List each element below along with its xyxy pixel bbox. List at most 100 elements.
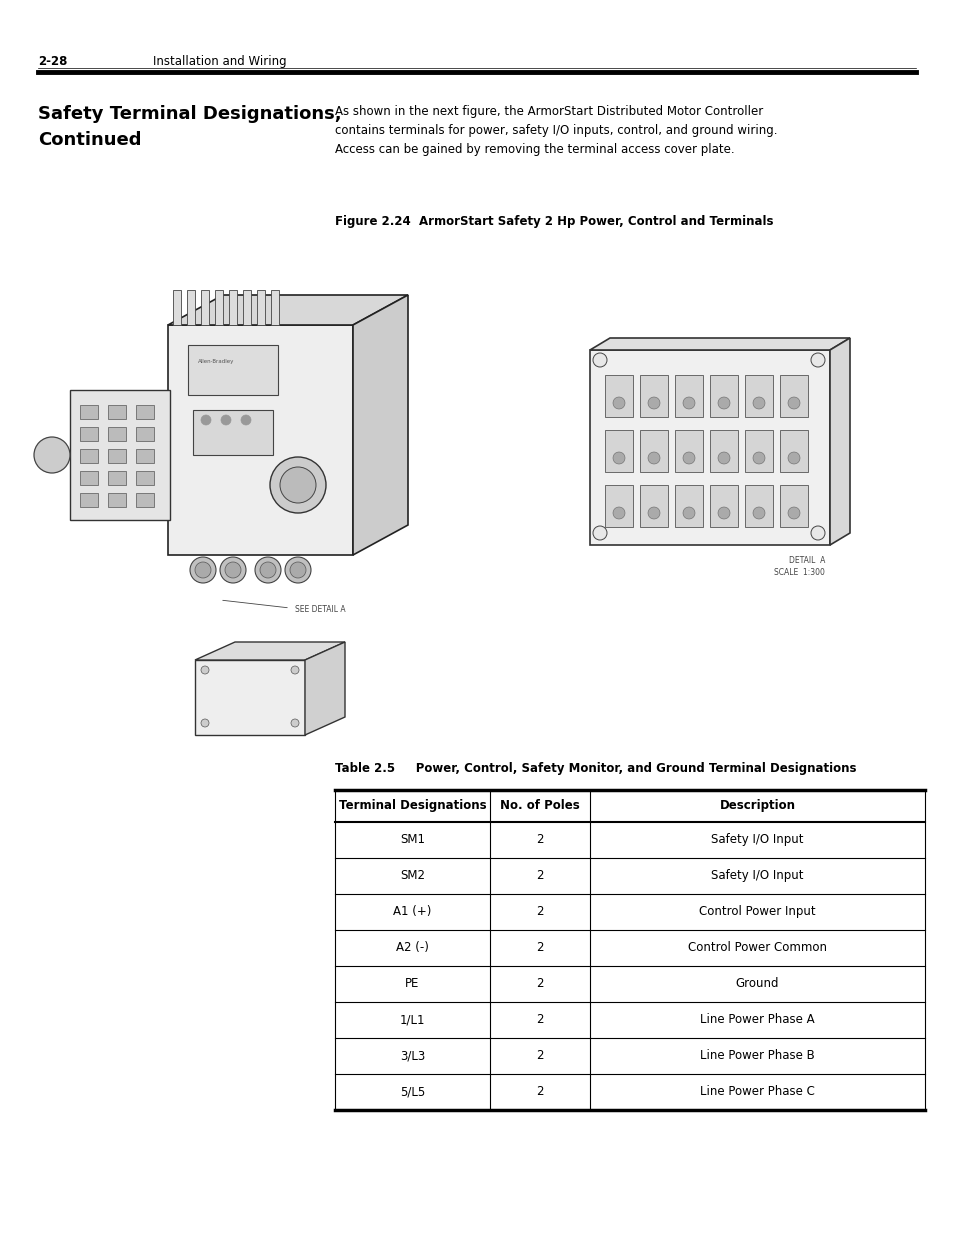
Circle shape	[613, 396, 624, 409]
Bar	[639, 485, 667, 527]
Circle shape	[787, 452, 800, 464]
Text: Line Power Phase C: Line Power Phase C	[700, 1086, 814, 1098]
Bar	[80, 471, 98, 485]
Text: Continued: Continued	[38, 131, 141, 149]
Text: PE: PE	[405, 977, 419, 990]
Bar	[136, 427, 153, 441]
Circle shape	[718, 396, 729, 409]
Text: Safety I/O Input: Safety I/O Input	[711, 869, 803, 883]
Text: SCALE  1:300: SCALE 1:300	[773, 568, 824, 577]
Text: 3/L3: 3/L3	[399, 1050, 425, 1062]
Text: DETAIL  A: DETAIL A	[788, 556, 824, 564]
Circle shape	[201, 719, 209, 727]
Text: 2: 2	[536, 1050, 543, 1062]
Circle shape	[225, 562, 241, 578]
Text: 2: 2	[536, 941, 543, 955]
Text: 2: 2	[536, 869, 543, 883]
Text: 2-28: 2-28	[38, 56, 68, 68]
Bar	[168, 325, 353, 555]
Circle shape	[593, 353, 606, 367]
Circle shape	[787, 508, 800, 519]
Circle shape	[260, 562, 275, 578]
Circle shape	[290, 562, 306, 578]
Bar	[108, 427, 126, 441]
Circle shape	[220, 557, 246, 583]
Bar	[188, 345, 277, 395]
Text: 5/L5: 5/L5	[399, 1086, 425, 1098]
Bar	[136, 450, 153, 463]
Circle shape	[647, 452, 659, 464]
Text: 2: 2	[536, 977, 543, 990]
Circle shape	[787, 396, 800, 409]
Bar	[136, 405, 153, 419]
Circle shape	[221, 415, 231, 425]
Bar	[780, 485, 807, 527]
Bar	[193, 410, 273, 454]
Bar	[604, 485, 633, 527]
Bar	[194, 659, 305, 735]
Polygon shape	[214, 290, 223, 325]
Text: 2: 2	[536, 1014, 543, 1026]
Circle shape	[647, 508, 659, 519]
Bar	[744, 485, 772, 527]
Circle shape	[810, 353, 824, 367]
Text: As shown in the next figure, the ArmorStart Distributed Motor Controller: As shown in the next figure, the ArmorSt…	[335, 105, 762, 119]
Bar	[744, 430, 772, 472]
Text: Line Power Phase B: Line Power Phase B	[700, 1050, 814, 1062]
Bar	[108, 493, 126, 508]
Polygon shape	[256, 290, 265, 325]
Text: 2: 2	[536, 1086, 543, 1098]
Bar	[80, 450, 98, 463]
Polygon shape	[243, 290, 251, 325]
Circle shape	[291, 666, 298, 674]
Circle shape	[682, 452, 695, 464]
Polygon shape	[187, 290, 194, 325]
Circle shape	[254, 557, 281, 583]
Bar	[70, 390, 170, 520]
Circle shape	[593, 526, 606, 540]
Polygon shape	[589, 338, 849, 350]
Circle shape	[280, 467, 315, 503]
Bar	[675, 430, 702, 472]
Bar	[80, 405, 98, 419]
Bar	[639, 375, 667, 417]
Text: Allen-Bradley: Allen-Bradley	[198, 359, 234, 364]
Polygon shape	[829, 338, 849, 545]
Circle shape	[241, 415, 251, 425]
Circle shape	[647, 396, 659, 409]
Polygon shape	[305, 642, 345, 735]
Circle shape	[270, 457, 326, 513]
Circle shape	[194, 562, 211, 578]
Bar	[604, 430, 633, 472]
Bar	[744, 375, 772, 417]
Circle shape	[682, 508, 695, 519]
Circle shape	[613, 452, 624, 464]
Bar	[780, 375, 807, 417]
Text: Control Power Input: Control Power Input	[699, 905, 815, 919]
Circle shape	[752, 508, 764, 519]
Text: 2: 2	[536, 834, 543, 846]
Text: A2 (-): A2 (-)	[395, 941, 429, 955]
Polygon shape	[271, 290, 278, 325]
Text: Description: Description	[719, 799, 795, 813]
Circle shape	[613, 508, 624, 519]
Bar	[589, 350, 829, 545]
Circle shape	[718, 508, 729, 519]
Bar	[604, 375, 633, 417]
Bar	[80, 493, 98, 508]
Bar	[675, 375, 702, 417]
Circle shape	[752, 452, 764, 464]
Circle shape	[682, 396, 695, 409]
Circle shape	[201, 666, 209, 674]
Text: Safety Terminal Designations,: Safety Terminal Designations,	[38, 105, 341, 124]
Polygon shape	[168, 295, 408, 325]
Polygon shape	[353, 295, 408, 555]
Text: Terminal Designations: Terminal Designations	[338, 799, 486, 813]
Polygon shape	[172, 290, 181, 325]
Circle shape	[190, 557, 215, 583]
Circle shape	[718, 452, 729, 464]
Text: Safety I/O Input: Safety I/O Input	[711, 834, 803, 846]
Circle shape	[34, 437, 70, 473]
Text: Access can be gained by removing the terminal access cover plate.: Access can be gained by removing the ter…	[335, 143, 734, 156]
Text: Line Power Phase A: Line Power Phase A	[700, 1014, 814, 1026]
